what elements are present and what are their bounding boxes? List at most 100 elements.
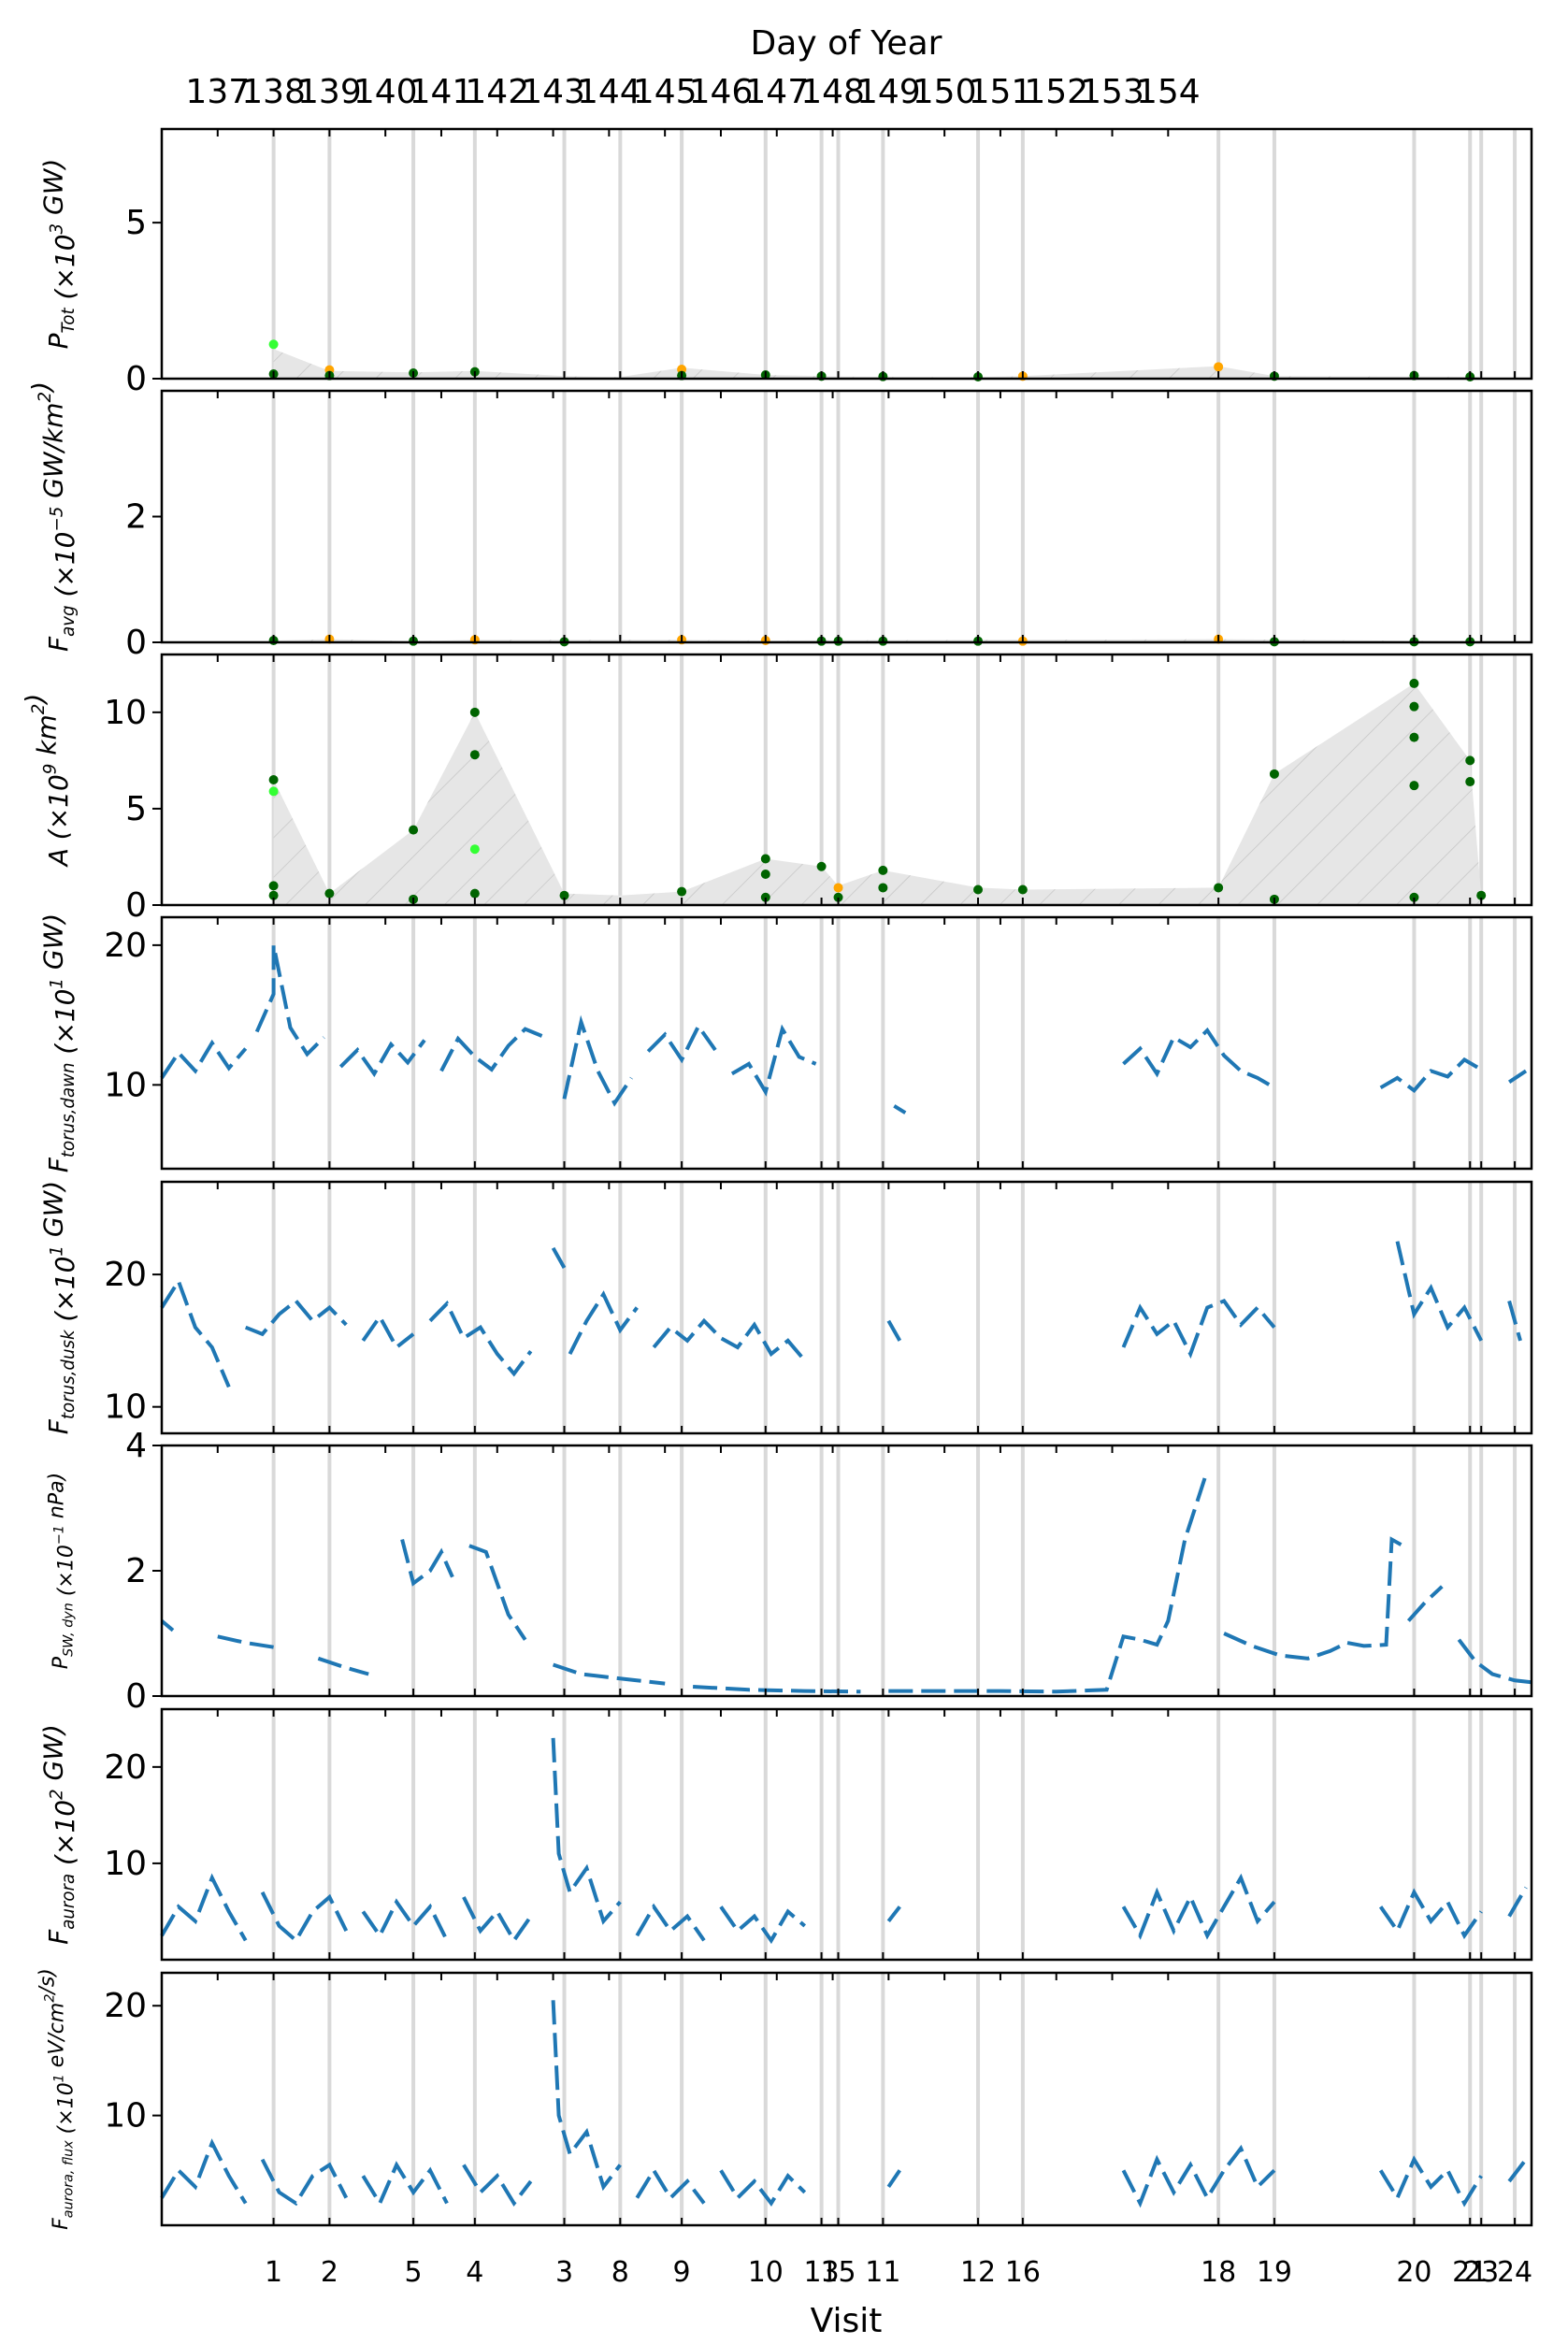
y-tick-label: 5: [125, 204, 147, 242]
panel-frame: [160, 1707, 1533, 1962]
data-point: [324, 888, 335, 899]
panel-frame: [160, 127, 1533, 381]
y-tick-label: 0: [125, 886, 147, 925]
visit-tick-label: 16: [1005, 2256, 1041, 2289]
data-point: [878, 883, 888, 893]
visit-tick-label: 23: [1463, 2256, 1499, 2289]
series-line: [1379, 1057, 1483, 1094]
panel-frame: [160, 915, 1533, 1171]
y-axis-label: Faurora (×102 GW): [37, 1724, 80, 1945]
panel-frame: [160, 1444, 1533, 1698]
visit-tick-label: 18: [1201, 2256, 1236, 2289]
y-tick-label: 10: [104, 1388, 147, 1427]
doy-tick-label: 148: [800, 73, 865, 111]
series-line: [646, 1022, 717, 1064]
data-point: [469, 888, 480, 899]
series-line: [462, 1896, 533, 1945]
series-line: [1223, 1536, 1404, 1661]
series-line: [886, 2169, 901, 2189]
series-line: [1121, 2144, 1276, 2208]
doy-tick-label: 145: [633, 73, 698, 111]
visit-tick-label: 1: [265, 2256, 282, 2289]
data-point: [1465, 755, 1475, 766]
visit-tick-label: 12: [960, 2256, 996, 2289]
data-point: [973, 884, 984, 895]
data-point: [268, 881, 279, 891]
doy-tick-label: 137: [185, 73, 250, 111]
series-line: [551, 1737, 622, 1925]
data-point: [1214, 362, 1224, 372]
visit-tick-label: 3: [555, 2256, 573, 2289]
panel-A: 0 5 10 A (×109 km2): [20, 653, 1533, 925]
y-tick-label: 2: [125, 1552, 147, 1590]
y-tick-label: 20: [104, 1256, 147, 1294]
envelope-hatch: [273, 349, 1482, 379]
series-line: [1378, 1888, 1483, 1940]
series-line: [468, 1544, 527, 1641]
doy-tick-label: 139: [297, 73, 362, 111]
data-point: [268, 775, 279, 784]
series-line: [552, 1662, 666, 1686]
series-line: [551, 2000, 622, 2192]
panel-F_torus_dusk: 10 20 Ftorus,dusk (×101 GW): [37, 1180, 1533, 1435]
series-line: [1406, 1585, 1444, 1622]
data-point: [469, 844, 480, 855]
series-line: [635, 1903, 706, 1942]
y-tick-label: 10: [104, 2097, 147, 2135]
data-point: [816, 861, 827, 871]
doy-tick-label: 150: [913, 73, 977, 111]
data-point: [760, 892, 770, 902]
series-line: [1507, 2158, 1528, 2183]
series-line: [217, 1634, 274, 1649]
y-tick-label: 4: [125, 1427, 147, 1465]
series-line: [635, 2166, 706, 2205]
series-line: [254, 944, 325, 1057]
y-tick-label: 2: [125, 498, 147, 537]
series-line: [1378, 2155, 1483, 2207]
series-line: [551, 1246, 567, 1269]
series-line: [462, 2164, 533, 2207]
visit-tick-label: 20: [1396, 2256, 1431, 2289]
panel-frame: [160, 653, 1533, 907]
series-line: [260, 1891, 349, 1944]
doy-tick-label: 142: [465, 73, 529, 111]
data-point: [833, 892, 843, 902]
day-of-year-tick-labels: 1371381391401411421431441451461471481491…: [185, 73, 1200, 111]
doy-tick-label: 138: [241, 73, 306, 111]
data-point: [760, 854, 770, 864]
series-line: [719, 1905, 807, 1945]
top-axis-title: Day of Year: [751, 24, 942, 63]
series-line: [160, 1039, 248, 1080]
series-line: [317, 1656, 369, 1676]
data-point: [1409, 892, 1419, 902]
visit-tick-label: 4: [466, 2256, 483, 2289]
data-point: [677, 886, 687, 897]
series-line: [260, 2158, 349, 2207]
data-point: [760, 870, 770, 880]
series-line: [160, 2138, 248, 2205]
series-line: [730, 1024, 817, 1097]
series-line: [361, 1313, 415, 1351]
panel-F_avg: 0 2 Favg (×10−5 GW/km2): [26, 381, 1533, 662]
y-axis-label: Ftorus,dawn (×101 GW): [37, 913, 80, 1172]
series-line: [338, 1039, 426, 1078]
series-line: [244, 1298, 348, 1337]
series-line: [1457, 1638, 1532, 1685]
visit-tick-label: 13: [803, 2256, 839, 2289]
series-line: [428, 1300, 533, 1377]
y-tick-label: 20: [104, 1987, 147, 2025]
data-point: [1017, 884, 1028, 895]
visit-tick-label: 24: [1497, 2256, 1532, 2289]
series-line: [400, 1539, 454, 1587]
series-line: [886, 1905, 901, 1923]
panels: 0 5 PTot (×103 GW) 0 2 Favg (×10−5 GW/km2) 0 5 1…: [20, 127, 1533, 2230]
series-line: [1507, 1069, 1528, 1084]
y-tick-label: 20: [104, 1748, 147, 1787]
series-line: [893, 1104, 907, 1114]
visit-tick-label: 11: [865, 2256, 900, 2289]
series-line: [886, 1319, 902, 1342]
data-point: [559, 890, 569, 900]
panel-F_torus_dawn: 10 20 Ftorus,dawn (×101 GW): [37, 913, 1533, 1172]
